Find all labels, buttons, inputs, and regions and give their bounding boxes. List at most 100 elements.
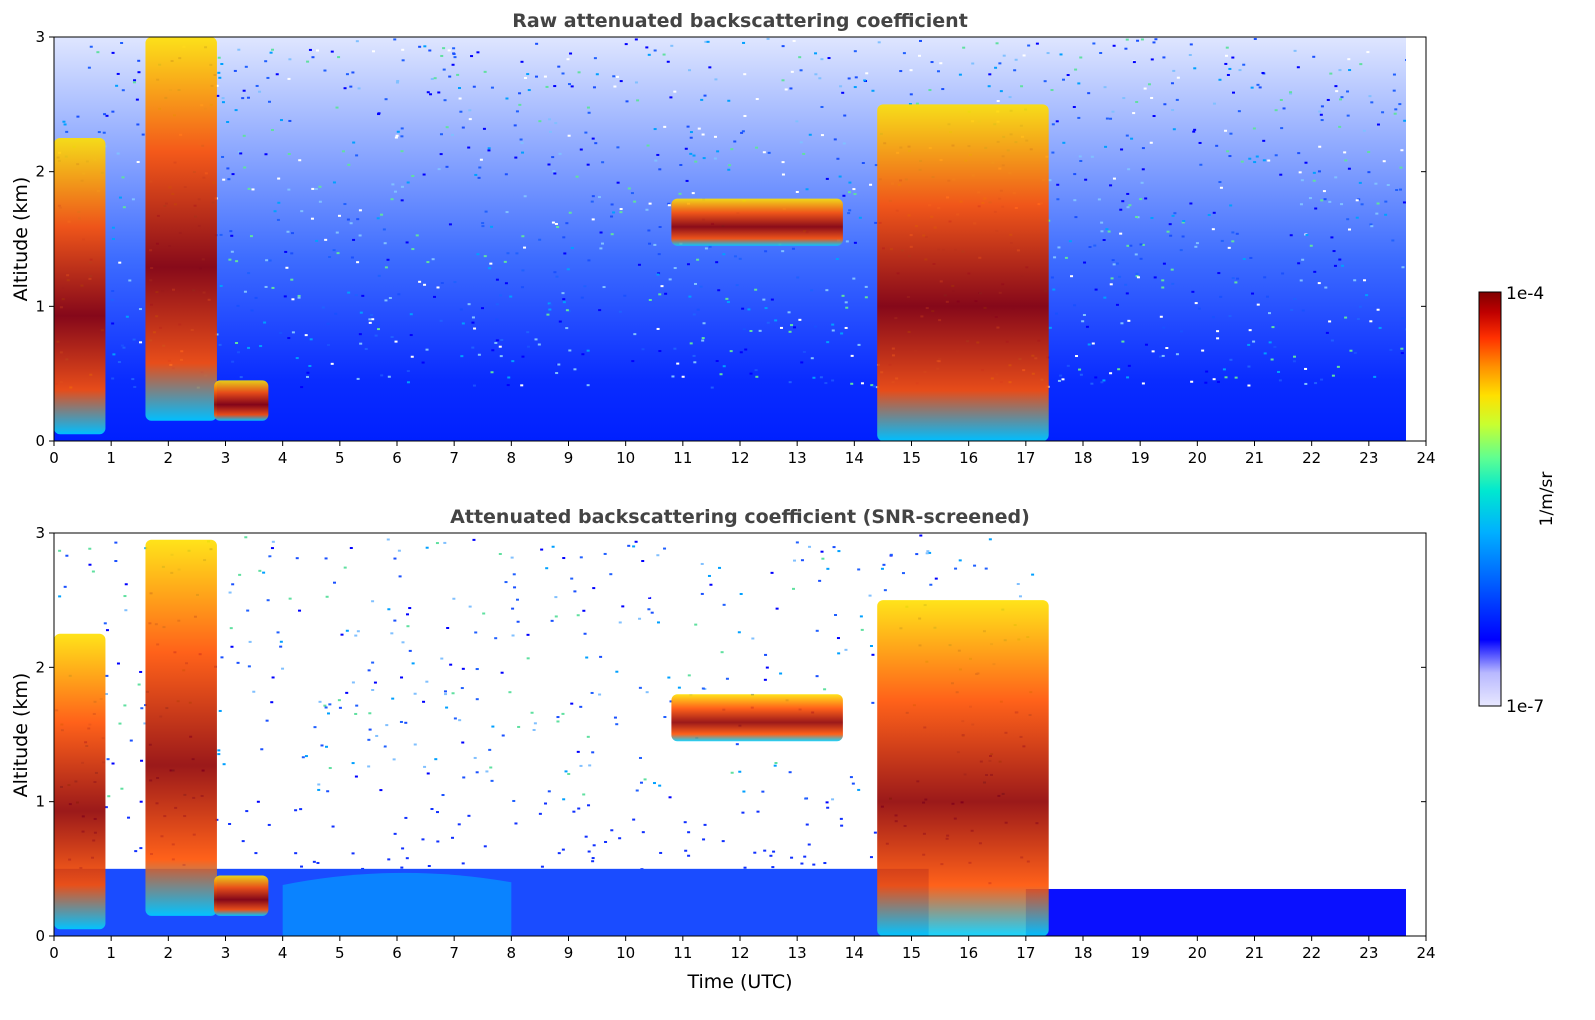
- noise-speck: [1193, 128, 1197, 131]
- noise-speck: [831, 798, 835, 801]
- noise-speck: [290, 278, 294, 281]
- noise-speck: [1161, 354, 1165, 357]
- x-tick-label: 8: [507, 449, 517, 467]
- noise-speck: [437, 91, 441, 94]
- noise-speck: [1301, 258, 1305, 261]
- noise-speck: [677, 686, 681, 689]
- noise-speck: [568, 211, 572, 214]
- noise-speck: [692, 154, 696, 157]
- noise-speck: [286, 230, 290, 233]
- noise-speck: [131, 378, 135, 381]
- x-tick-label: 5: [335, 449, 345, 467]
- noise-speck: [121, 176, 125, 179]
- noise-speck: [758, 329, 762, 332]
- noise-speck: [1376, 123, 1380, 126]
- noise-speck: [1358, 305, 1362, 308]
- noise-speck: [133, 385, 137, 388]
- noise-speck: [833, 138, 837, 141]
- noise-speck: [800, 862, 804, 865]
- noise-speck: [947, 556, 951, 559]
- x-tick-label: 3: [221, 944, 231, 962]
- noise-speck: [1344, 316, 1348, 319]
- noise-speck: [792, 39, 796, 42]
- noise-speck: [998, 62, 1002, 65]
- noise-speck: [408, 623, 412, 626]
- noise-speck: [507, 784, 511, 787]
- noise-speck: [704, 40, 708, 43]
- noise-speck: [526, 331, 530, 334]
- noise-speck: [848, 209, 852, 212]
- noise-speck: [717, 289, 721, 292]
- noise-speck: [1062, 141, 1066, 144]
- noise-speck: [941, 88, 945, 91]
- noise-speck: [689, 136, 693, 139]
- noise-speck: [1227, 246, 1231, 249]
- noise-speck: [1304, 161, 1308, 164]
- noise-speck: [1207, 213, 1211, 216]
- noise-speck: [1261, 71, 1265, 74]
- noise-speck: [584, 131, 588, 134]
- noise-speck: [1320, 378, 1324, 381]
- noise-speck: [882, 563, 886, 566]
- noise-speck: [400, 866, 404, 869]
- noise-speck: [603, 552, 607, 555]
- noise-speck: [1111, 110, 1115, 113]
- noise-speck: [864, 296, 868, 299]
- noise-speck: [1193, 67, 1197, 70]
- noise-speck: [1189, 43, 1193, 46]
- noise-speck: [279, 119, 283, 122]
- noise-speck: [1301, 309, 1305, 312]
- noise-speck: [678, 192, 682, 195]
- noise-speck: [117, 361, 121, 364]
- noise-speck: [689, 131, 693, 134]
- noise-speck: [555, 639, 559, 642]
- noise-speck: [554, 222, 558, 225]
- noise-speck: [743, 866, 747, 869]
- noise-speck: [1061, 378, 1065, 381]
- noise-speck: [700, 562, 704, 565]
- noise-speck: [277, 201, 281, 204]
- noise-speck: [918, 54, 922, 57]
- noise-speck: [1022, 54, 1026, 57]
- noise-speck: [570, 702, 574, 705]
- noise-speck: [351, 71, 355, 74]
- noise-speck: [838, 175, 842, 178]
- noise-speck: [351, 852, 355, 855]
- noise-speck: [315, 49, 319, 52]
- noise-speck: [594, 142, 598, 145]
- noise-speck: [1312, 171, 1316, 174]
- noise-speck: [1136, 216, 1140, 219]
- noise-speck: [971, 62, 975, 65]
- noise-speck: [648, 298, 652, 301]
- noise-speck: [63, 123, 67, 126]
- noise-speck: [612, 211, 616, 214]
- noise-speck: [237, 48, 241, 51]
- noise-speck: [215, 333, 219, 336]
- noise-speck: [658, 350, 662, 353]
- noise-speck: [735, 284, 739, 287]
- noise-speck: [453, 281, 457, 284]
- noise-speck: [526, 73, 530, 76]
- noise-speck: [554, 596, 558, 599]
- noise-speck: [1250, 86, 1254, 89]
- noise-speck: [1201, 349, 1205, 352]
- noise-speck: [368, 318, 372, 321]
- noise-speck: [1400, 352, 1404, 355]
- noise-speck: [701, 339, 705, 342]
- noise-speck: [310, 217, 314, 220]
- noise-speck: [663, 125, 667, 128]
- noise-speck: [668, 796, 672, 799]
- noise-speck: [1115, 262, 1119, 265]
- noise-speck: [587, 804, 591, 807]
- noise-speck: [300, 865, 304, 868]
- noise-speck: [1057, 379, 1061, 382]
- x-tick-label: 0: [49, 449, 59, 467]
- noise-speck: [1194, 302, 1198, 305]
- noise-speck: [540, 865, 544, 868]
- noise-speck: [638, 617, 642, 620]
- noise-speck: [554, 615, 558, 618]
- noise-speck: [1369, 223, 1373, 226]
- noise-speck: [872, 385, 876, 388]
- noise-speck: [618, 837, 622, 840]
- noise-speck: [1229, 132, 1233, 135]
